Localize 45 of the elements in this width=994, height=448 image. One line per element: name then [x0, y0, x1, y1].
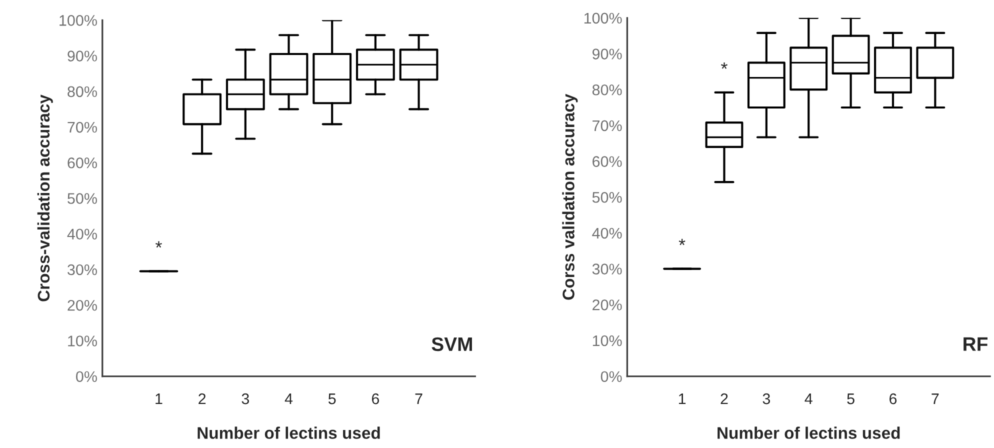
x-tick-label: 3 [242, 393, 249, 404]
y-tick-label: 70% [592, 120, 622, 132]
x-tick-label: 5 [328, 394, 336, 404]
y-axis-title: Cross-validation accuracy [37, 94, 53, 302]
annotation: * [721, 62, 728, 69]
y-tick-label: 80% [68, 86, 97, 98]
y-tick-label: 40% [592, 228, 622, 239]
y-tick-label: 30% [592, 264, 622, 274]
y-tick-label: 60% [592, 156, 622, 167]
y-tick-label: 50% [68, 193, 97, 204]
y-tick-label: 100% [584, 12, 622, 24]
x-tick-label: 2 [720, 393, 728, 404]
annotation: RF [964, 337, 988, 351]
y-axis-title: Corss validation accuracy [562, 94, 578, 300]
annotation: * [156, 241, 162, 248]
y-tick-label: 50% [592, 192, 622, 203]
x-tick-label: 1 [156, 394, 162, 404]
annotation: * [678, 238, 686, 246]
y-tick-label: 20% [592, 300, 622, 310]
y-tick-label: 80% [592, 84, 622, 96]
y-tick-label: 90% [68, 50, 97, 62]
x-tick-label: 5 [847, 394, 854, 404]
x-tick-label: 6 [372, 393, 380, 404]
y-tick-label: 0% [600, 371, 622, 382]
x-axis-title: Number of lectins used [718, 426, 900, 439]
x-axis-title: Number of lectins used [198, 426, 380, 439]
y-tick-label: 90% [592, 48, 622, 60]
x-tick-label: 1 [678, 394, 686, 404]
y-tick-label: 20% [68, 300, 97, 311]
y-tick-label: 100% [60, 15, 97, 26]
x-tick-label: 4 [284, 394, 293, 404]
x-tick-label: 7 [415, 394, 422, 404]
y-tick-label: 0% [76, 371, 97, 382]
y-tick-label: 10% [68, 336, 97, 346]
x-tick-label: 4 [804, 394, 812, 404]
annotation: SVM [432, 337, 472, 352]
y-tick-label: 60% [68, 157, 97, 168]
y-tick-label: 40% [67, 228, 97, 240]
x-tick-label: 3 [762, 393, 770, 404]
y-tick-label: 10% [592, 335, 622, 346]
x-tick-label: 2 [198, 393, 206, 404]
x-tick-label: 6 [890, 393, 897, 404]
y-tick-label: 70% [68, 122, 97, 133]
x-tick-label: 7 [932, 394, 939, 404]
y-tick-label: 30% [68, 264, 97, 276]
